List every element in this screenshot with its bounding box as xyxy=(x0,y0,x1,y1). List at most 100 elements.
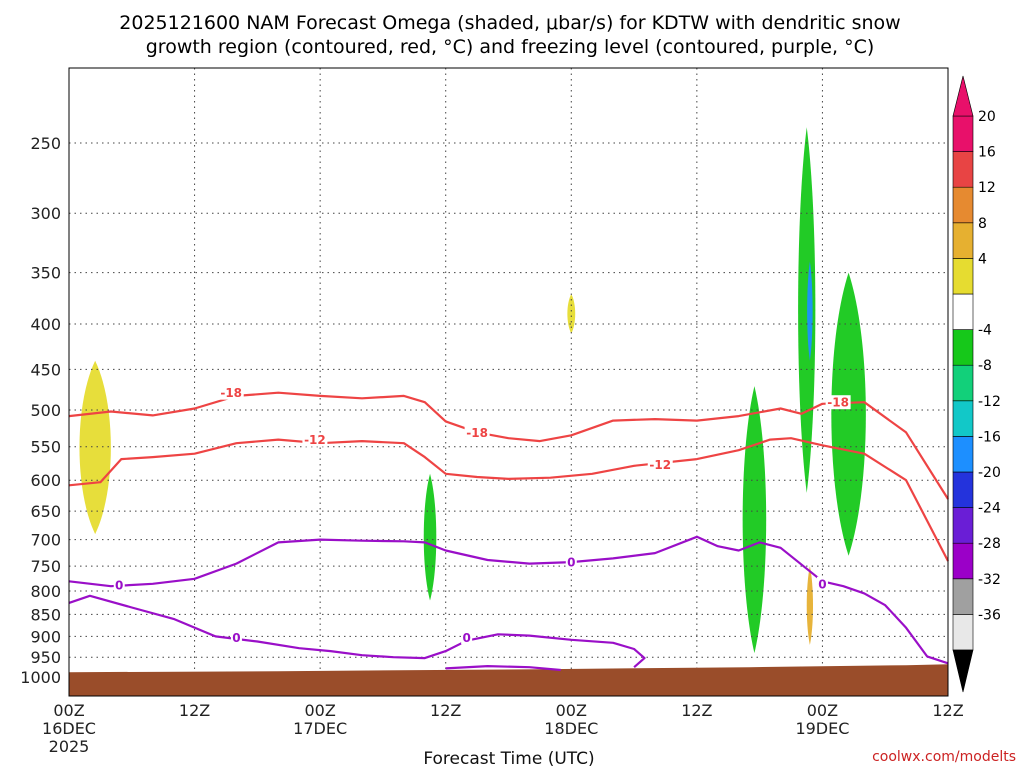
omega-shading-layer xyxy=(79,127,866,654)
x-axis-title: Forecast Time (UTC) xyxy=(423,749,594,768)
colorbar-label-13: -36 xyxy=(978,607,1001,623)
colorbar-segment-4 xyxy=(952,471,974,508)
freezing-contour-2 xyxy=(445,665,561,672)
y-tick-label-350: 350 xyxy=(30,264,61,283)
colorbar: 20 16 12 8 4 -4 -8 -12 -16 -20 -24 -28 -32 -36 xyxy=(952,75,1001,693)
y-tick-label-600: 600 xyxy=(30,471,61,490)
colorbar-label-3: 8 xyxy=(978,216,987,232)
omega-region-6 xyxy=(807,261,813,361)
dendritic-label-3-bg xyxy=(647,457,673,472)
freezing-label-1-bg xyxy=(230,630,242,645)
colorbar-segment-12 xyxy=(952,186,974,224)
x-tick-label-2: 00Z xyxy=(304,701,335,720)
colorbar-label-4: 4 xyxy=(978,251,987,267)
colorbar-segment-3 xyxy=(952,507,974,544)
plot-background xyxy=(69,68,948,696)
freezing-contour-1 xyxy=(68,594,646,669)
y-tick-label-800: 800 xyxy=(30,582,61,601)
terrain-fill xyxy=(69,664,948,696)
freezing-label-1: 0 xyxy=(232,631,240,645)
colorbar-label-11: -28 xyxy=(978,536,1001,552)
omega-region-2 xyxy=(423,473,437,601)
x-tick-date-2: 17DEC xyxy=(293,719,347,738)
x-tick-date-0: 16DEC xyxy=(42,719,96,738)
x-tick-date-6: 19DEC xyxy=(795,719,849,738)
y-tick-label-650: 650 xyxy=(30,502,61,521)
colorbar-segment-1 xyxy=(952,578,974,615)
freezing-label-3-bg xyxy=(565,555,577,570)
y-tick-label-950: 950 xyxy=(30,648,61,667)
y-tick-label-400: 400 xyxy=(30,315,61,334)
freezing-label-0-bg xyxy=(113,578,125,593)
y-tick-label-1000: 1000 xyxy=(20,668,61,687)
x-tick-label-0: 00Z xyxy=(53,701,84,720)
x-tick-label-5: 12Z xyxy=(681,701,712,720)
gridlines xyxy=(69,68,949,696)
plot-frame xyxy=(68,67,949,697)
freezing-contour-0 xyxy=(68,535,949,665)
colorbar-label-0: 20 xyxy=(978,109,996,125)
colorbar-label-8: -16 xyxy=(978,429,1001,445)
freezing-label-2: 0 xyxy=(462,631,470,645)
y-tick-label-250: 250 xyxy=(30,134,61,153)
x-tick-year-0: 2025 xyxy=(49,737,90,756)
dendritic-label-1: -12 xyxy=(304,433,326,447)
freezing-label-2-bg xyxy=(461,630,473,645)
freezing-label-3: 0 xyxy=(567,556,575,570)
colorbar-segment-6 xyxy=(952,400,974,437)
colorbar-segment-7 xyxy=(952,364,974,402)
y-tick-label-500: 500 xyxy=(30,401,61,420)
colorbar-segment-10 xyxy=(952,258,974,295)
title-line-2: growth region (contoured, red, °C) and f… xyxy=(146,36,875,58)
y-tick-label-450: 450 xyxy=(30,360,61,379)
colorbar-label-9: -20 xyxy=(978,465,1001,481)
title-line-1: 2025121600 NAM Forecast Omega (shaded, μ… xyxy=(119,12,900,34)
omega-region-7 xyxy=(806,566,814,645)
colorbar-segment-9 xyxy=(952,293,974,330)
dendritic-label-2: -18 xyxy=(466,426,488,440)
y-tick-label-900: 900 xyxy=(30,627,61,646)
dendritic-label-3: -12 xyxy=(649,458,671,472)
freezing-label-4-bg xyxy=(816,576,828,591)
dendritic-label-4: -18 xyxy=(827,396,849,410)
colorbar-label-7: -12 xyxy=(978,394,1001,410)
x-tick-label-6: 00Z xyxy=(807,701,838,720)
y-tick-label-300: 300 xyxy=(30,204,61,223)
y-tick-label-750: 750 xyxy=(30,557,61,576)
colorbar-segment-0 xyxy=(952,614,974,651)
x-tick-label-1: 12Z xyxy=(179,701,210,720)
colorbar-top-arrow xyxy=(952,75,974,117)
y-axis-ticks: 250 300 350 400 450 500 550 600 650 700 750 800 850 9… xyxy=(20,134,61,687)
dendritic-label-0-bg xyxy=(218,385,244,400)
omega-region-0 xyxy=(79,360,111,535)
omega-region-3 xyxy=(742,386,767,654)
dendritic-contour-1 xyxy=(68,437,949,562)
colorbar-label-10: -24 xyxy=(978,501,1001,517)
colorbar-segment-11 xyxy=(952,222,974,259)
freezing-label-4: 0 xyxy=(818,577,826,591)
colorbar-label-1: 16 xyxy=(978,145,996,161)
x-tick-date-4: 18DEC xyxy=(544,719,598,738)
colorbar-segment-14 xyxy=(952,115,974,152)
colorbar-label-2: 12 xyxy=(978,180,996,196)
omega-region-1 xyxy=(567,294,576,334)
colorbar-label-6: -8 xyxy=(978,358,992,374)
colorbar-label-5: -4 xyxy=(978,323,992,339)
contour-layer: -18 -12 -18 -12 -18 0 0 0 0 0 xyxy=(68,385,949,672)
dendritic-label-1-bg xyxy=(302,432,328,447)
credit-text: coolwx.com/modelts xyxy=(872,749,1016,765)
colorbar-bottom-arrow xyxy=(952,649,974,693)
colorbar-segment-13 xyxy=(952,151,974,188)
x-tick-label-4: 00Z xyxy=(556,701,587,720)
chart-title: 2025121600 NAM Forecast Omega (shaded, μ… xyxy=(119,12,900,58)
dendritic-label-4-bg xyxy=(825,395,851,410)
y-tick-label-550: 550 xyxy=(30,438,61,457)
freezing-label-0: 0 xyxy=(115,579,123,593)
omega-region-5 xyxy=(831,272,866,556)
colorbar-label-12: -32 xyxy=(978,572,1001,588)
omega-region-4 xyxy=(798,127,816,493)
x-tick-label-3: 12Z xyxy=(430,701,461,720)
dendritic-label-0: -18 xyxy=(220,386,242,400)
